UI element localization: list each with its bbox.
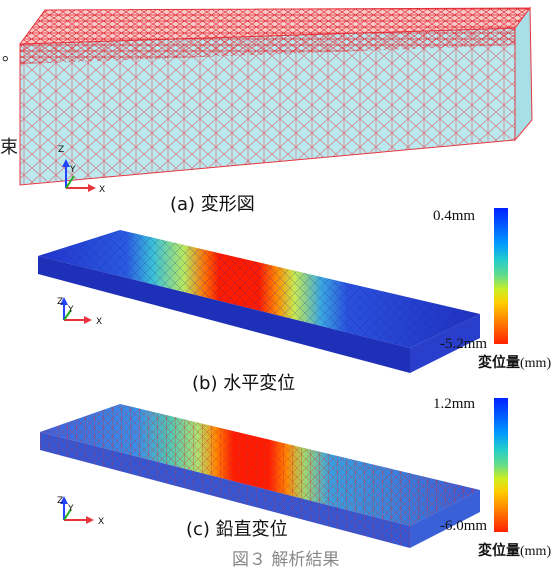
colorbar-b-unit-bold: 変位量 <box>478 356 520 371</box>
axis-label-y-b: Y <box>67 305 74 315</box>
axis-triad-c <box>60 496 94 524</box>
colorbar-c-unit-bold: 変位量 <box>478 544 520 559</box>
colorbar-b-min: -5.2mm <box>440 336 488 352</box>
colorbar-b-max: 0.4mm <box>433 208 476 224</box>
axis-triad-a <box>62 159 96 192</box>
axis-label-x-c: X <box>98 517 104 527</box>
colorbar-c-unit: 変位量(mm) <box>478 540 551 560</box>
axis-label-z-b: Z <box>57 297 63 307</box>
edge-fragment-mark: 。 <box>2 45 19 65</box>
axis-label-x-b: X <box>96 317 102 327</box>
colorbar-b-unit-text: (mm) <box>520 356 552 371</box>
axis-label-z-c: Z <box>57 496 63 506</box>
caption-c: (c) 鉛直変位 <box>186 519 288 540</box>
colorbar-b <box>494 208 508 344</box>
caption-b: (b) 水平変位 <box>192 373 296 394</box>
edge-fragment-char: 束 <box>0 137 18 158</box>
colorbar-c <box>494 398 508 532</box>
caption-a: (a) 変形図 <box>170 194 255 215</box>
colorbar-c-min: -6.0mm <box>440 518 488 534</box>
vertical-displacement-figure: Z Y X <box>40 404 480 548</box>
deformed-mesh-figure <box>18 6 533 192</box>
axis-label-y-c: Y <box>67 504 74 514</box>
axis-triad-b <box>60 297 92 324</box>
colorbar-c-max: 1.2mm <box>433 396 476 412</box>
axis-label-y-a: Y <box>69 165 76 175</box>
horizontal-displacement-figure: Z Y X <box>38 230 480 373</box>
colorbar-c-unit-text: (mm) <box>520 544 552 559</box>
axis-label-z-a: Z <box>58 145 64 155</box>
axis-label-x-a: X <box>99 185 105 195</box>
colorbar-b-unit: 変位量(mm) <box>478 352 551 372</box>
